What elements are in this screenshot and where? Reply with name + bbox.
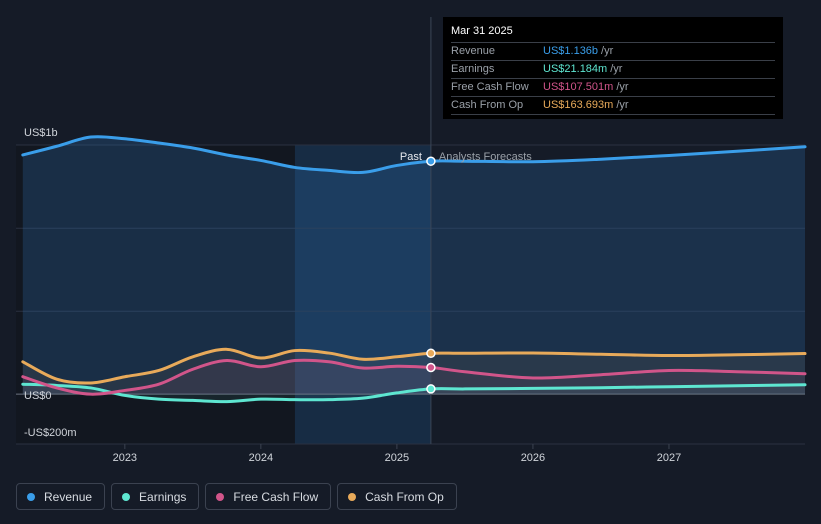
legend-item-free-cash-flow[interactable]: Free Cash Flow — [205, 483, 332, 510]
earnings-marker — [426, 384, 436, 394]
x-tick-label: 2026 — [521, 452, 545, 464]
x-axis: 2023 2024 2025 2026 2027 — [113, 444, 681, 464]
y-axis: US$1b US$0 -US$200m — [24, 127, 77, 439]
revenue-line — [21, 135, 807, 175]
legend-label: Cash From Op — [365, 489, 444, 504]
tooltip-unit: /yr — [616, 81, 629, 93]
legend: Revenue Earnings Free Cash Flow Cash From O… — [16, 483, 457, 510]
tooltip-value: US$21.184m — [543, 63, 608, 75]
tooltip-label: Cash From Op — [451, 99, 524, 111]
y-tick-label: US$1b — [24, 127, 58, 139]
legend-dot-icon — [348, 492, 357, 501]
legend-item-earnings[interactable]: Earnings — [111, 483, 200, 510]
tooltip-value: US$107.501m — [543, 81, 614, 93]
legend-label: Revenue — [44, 489, 93, 504]
free-cash-flow-area — [22, 360, 806, 395]
x-tick-label: 2025 — [385, 452, 409, 464]
legend-label: Earnings — [139, 489, 187, 504]
earnings-line — [21, 382, 807, 404]
tooltip-value: US$1.136b — [543, 45, 599, 57]
legend-dot-icon — [122, 492, 131, 501]
tooltip-row: Revenue US$1.136b/yr — [451, 43, 775, 61]
series-areas — [22, 136, 806, 402]
cash-from-op-line — [21, 347, 807, 385]
legend-label: Free Cash Flow — [233, 489, 319, 504]
free-cash-flow-line — [21, 358, 807, 396]
tooltip-label: Revenue — [451, 45, 496, 57]
tooltip-row: Cash From Op US$163.693m/yr — [451, 97, 775, 115]
y-tick-label: -US$200m — [24, 427, 77, 439]
x-tick-label: 2024 — [249, 452, 273, 464]
x-tick-label: 2027 — [657, 452, 681, 464]
tooltip-row: Free Cash Flow US$107.501m/yr — [451, 79, 775, 97]
legend-item-revenue[interactable]: Revenue — [16, 483, 106, 510]
legend-item-cash-from-op[interactable]: Cash From Op — [337, 483, 457, 510]
x-tick-label: 2023 — [113, 452, 137, 464]
tooltip-value: US$163.693m — [543, 99, 614, 111]
legend-dot-icon — [216, 492, 225, 501]
revenue-area — [22, 136, 806, 395]
tooltip-rows: Revenue US$1.136b/yr Earnings US$21.184m/yr… — [451, 43, 775, 115]
free-cash-flow-marker — [426, 362, 436, 373]
legend-dot-icon — [27, 492, 35, 501]
tooltip-row: Earnings US$21.184m/yr — [451, 61, 775, 79]
revenue-marker — [426, 156, 436, 166]
tooltip-label: Earnings — [451, 63, 495, 75]
gridlines — [16, 144, 805, 445]
chart: US$1b US$0 -US$200m 2023 2024 2025 2026 2027 P… — [16, 17, 807, 464]
tooltip-date: Mar 31 2025 — [451, 24, 775, 43]
past-label: Past — [400, 151, 422, 163]
series-lines — [21, 135, 807, 404]
series-markers — [426, 156, 436, 394]
y-tick-label: US$0 — [24, 390, 52, 402]
tooltip-unit: /yr — [616, 99, 629, 111]
forecast-label: Analysts Forecasts — [439, 151, 532, 163]
tooltip-unit: /yr — [610, 63, 623, 75]
tooltip: Mar 31 2025 Revenue US$1.136b/yr Earnings U… — [443, 17, 783, 119]
tooltip-unit: /yr — [601, 45, 614, 57]
cash-from-op-marker — [426, 348, 436, 359]
tooltip-label: Free Cash Flow — [451, 81, 529, 93]
